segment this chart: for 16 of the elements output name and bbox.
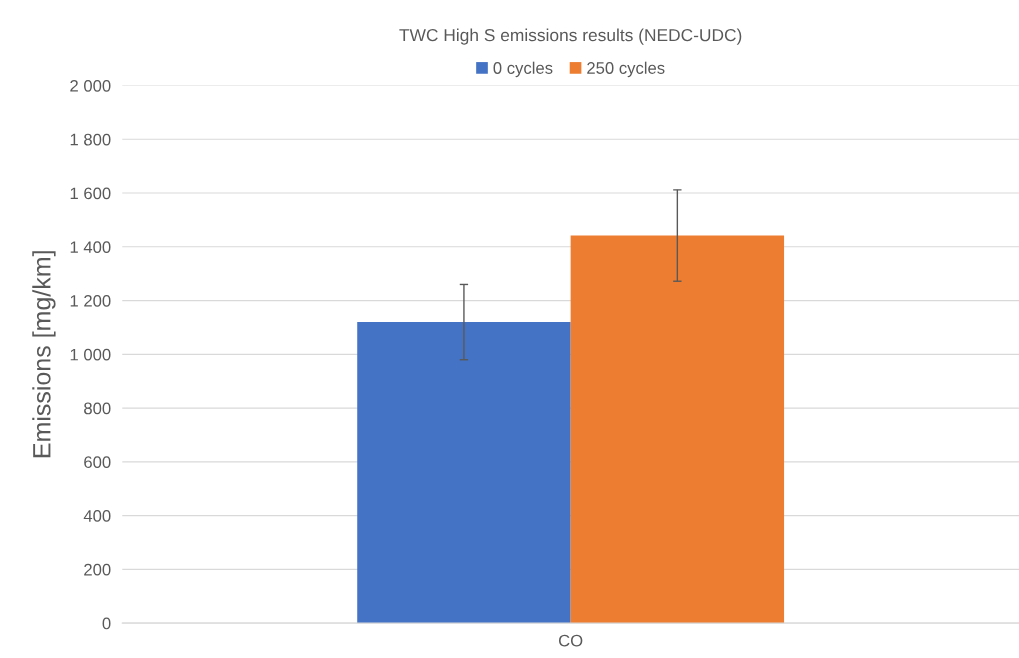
legend-label: 0 cycles bbox=[493, 61, 553, 78]
y-tick-label: 2 000 bbox=[70, 79, 111, 92]
legend-label: 250 cycles bbox=[587, 61, 665, 78]
y-tick-label: 1 600 bbox=[70, 187, 111, 200]
y-tick-label: 1 200 bbox=[70, 294, 111, 307]
y-axis-title: Emissions [mg/km] bbox=[32, 251, 56, 458]
chart-title: TWC High S emissions results (NEDC-UDC) bbox=[399, 28, 742, 45]
y-tick-label: 600 bbox=[84, 456, 111, 469]
y-tick-label: 200 bbox=[84, 563, 111, 576]
y-tick-label: 800 bbox=[84, 402, 111, 415]
y-tick-label: 1 400 bbox=[70, 241, 111, 254]
y-tick-label: 1 000 bbox=[70, 348, 111, 361]
y-tick-label: 400 bbox=[83, 510, 111, 522]
y-tick-label: 0 bbox=[102, 617, 111, 630]
x-tick-label: CO bbox=[558, 634, 583, 647]
y-tick-label: 1 800 bbox=[70, 133, 111, 146]
